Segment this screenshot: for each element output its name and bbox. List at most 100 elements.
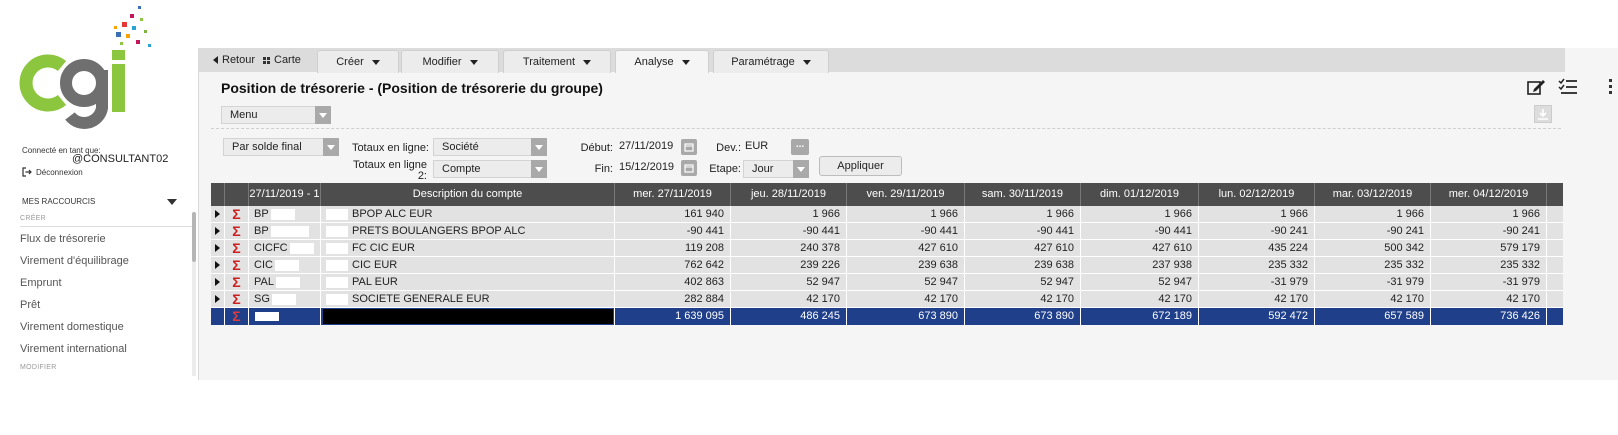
balance-cell: 42 170 <box>731 291 847 307</box>
menu-select[interactable]: Menu <box>221 106 331 124</box>
header-day[interactable]: mer. 27/11/2019 <box>615 183 731 206</box>
table-row[interactable]: Σ PAL PAL EUR 402 863 52 947 52 947 52 947 52 9… <box>211 274 1563 291</box>
row-expand-button[interactable] <box>211 240 225 256</box>
tab-analyse[interactable]: Analyse <box>615 50 709 73</box>
shortcut-virement-domestique[interactable]: Virement domestique <box>20 321 124 333</box>
balance-cell: 500 342 <box>1315 240 1431 256</box>
totals-line2-select[interactable]: Compte <box>433 160 547 178</box>
account-description-cell: FC CIC EUR <box>321 240 615 256</box>
back-button[interactable]: Retour <box>213 54 255 66</box>
header-day[interactable]: ven. 29/11/2019 <box>847 183 965 206</box>
row-expand-button[interactable] <box>211 223 225 239</box>
header-day[interactable]: sam. 30/11/2019 <box>965 183 1081 206</box>
row-expand-button[interactable] <box>211 206 225 222</box>
checklist-icon[interactable] <box>1558 78 1578 96</box>
balance-cell: 282 884 <box>615 291 731 307</box>
table-row[interactable]: Σ BP BPOP ALC EUR 161 940 1 966 1 966 1 966 1 9… <box>211 206 1563 223</box>
calendar-button[interactable] <box>681 139 697 155</box>
masked-value <box>270 225 309 237</box>
masked-value <box>275 276 300 288</box>
masked-value <box>326 242 348 254</box>
total-value: 736 426 <box>1431 308 1547 325</box>
menu-select-value: Menu <box>230 109 258 121</box>
row-expand-button[interactable] <box>211 257 225 273</box>
calendar-button[interactable] <box>681 160 697 176</box>
balance-cell: 42 170 <box>965 291 1081 307</box>
table-row[interactable]: Σ BP PRETS BOULANGERS BPOP ALC -90 441 -90 4… <box>211 223 1563 240</box>
chevron-down-icon <box>793 160 809 178</box>
balance-cell: 1 966 <box>1199 206 1315 222</box>
balance-cell: -90 241 <box>1315 223 1431 239</box>
sigma-icon: Σ <box>225 274 249 290</box>
tab-modifier[interactable]: Modifier <box>401 50 499 73</box>
more-options-icon[interactable] <box>1609 79 1612 94</box>
download-button[interactable] <box>1534 105 1552 123</box>
map-button[interactable]: Carte <box>263 54 301 66</box>
totals-line1-select[interactable]: Société <box>433 138 547 156</box>
logout-link[interactable]: Déconnexion <box>22 167 83 177</box>
table-row[interactable]: Σ CIC CIC EUR 762 642 239 226 239 638 239 638 2… <box>211 257 1563 274</box>
currency-label: Dev.: <box>716 142 741 154</box>
balance-cell: -31 979 <box>1199 274 1315 290</box>
account-code-cell: PAL <box>249 274 321 290</box>
account-description: SOCIETE GENERALE EUR <box>352 293 490 305</box>
shortcut-flux-tresorerie[interactable]: Flux de trésorerie <box>20 233 106 245</box>
table-row[interactable]: Σ CICFC FC CIC EUR 119 208 240 378 427 610 427… <box>211 240 1563 257</box>
balance-cell: -31 979 <box>1431 274 1547 290</box>
row-expand-button[interactable] <box>211 291 225 307</box>
masked-value <box>326 293 348 305</box>
balance-cell: 239 226 <box>731 257 847 273</box>
total-row[interactable]: Σ 1 639 095 486 245 673 890 673 890 672 … <box>211 308 1563 325</box>
table-row[interactable]: Σ SG SOCIETE GENERALE EUR 282 884 42 170 42 1… <box>211 291 1563 308</box>
header-filler <box>1547 183 1563 206</box>
total-expander <box>211 308 225 325</box>
masked-value <box>274 259 299 271</box>
currency-input[interactable]: EUR <box>745 140 769 152</box>
header-day[interactable]: mar. 03/12/2019 <box>1315 183 1431 206</box>
account-description-cell: BPOP ALC EUR <box>321 206 615 222</box>
shortcuts-title: MES RACCOURCIS <box>22 197 96 206</box>
account-description-cell: PAL EUR <box>321 274 615 290</box>
step-select[interactable]: Jour <box>743 160 809 178</box>
balance-select[interactable]: Par solde final <box>223 138 339 156</box>
currency-lookup-button[interactable]: ... <box>791 139 809 155</box>
caret-right-icon <box>215 261 220 269</box>
balance-cell: 119 208 <box>615 240 731 256</box>
tab-creer[interactable]: Créer <box>317 50 399 73</box>
sigma-icon: Σ <box>225 240 249 256</box>
caret-right-icon <box>215 227 220 235</box>
shortcut-virement-equilibrage[interactable]: Virement d'équilibrage <box>20 255 129 267</box>
sidebar-scrollbar-track[interactable] <box>192 262 196 376</box>
masked-value <box>326 259 348 271</box>
edit-icon[interactable] <box>1526 78 1546 96</box>
start-date-input[interactable]: 27/11/2019 <box>619 140 674 152</box>
tab-traitement[interactable]: Traitement <box>503 50 611 73</box>
header-day[interactable]: dim. 01/12/2019 <box>1081 183 1199 206</box>
account-description: BPOP ALC EUR <box>352 208 433 220</box>
shortcuts-toggle[interactable]: MES RACCOURCIS <box>22 197 177 206</box>
total-value: 657 589 <box>1315 308 1431 325</box>
shortcut-emprunt[interactable]: Emprunt <box>20 277 62 289</box>
caret-right-icon <box>215 295 220 303</box>
balance-cell: 1 966 <box>1081 206 1199 222</box>
balance-cell: -90 441 <box>615 223 731 239</box>
total-value: 1 639 095 <box>615 308 731 325</box>
header-description[interactable]: Description du compte <box>321 183 615 206</box>
sidebar-scrollbar-thumb[interactable] <box>192 212 196 262</box>
balance-cell: 1 966 <box>847 206 965 222</box>
apply-button[interactable]: Appliquer <box>819 156 902 176</box>
balance-select-value: Par solde final <box>232 141 302 153</box>
header-date-range[interactable]: 27/11/2019 - 1 <box>249 183 321 206</box>
shortcut-pret[interactable]: Prêt <box>20 299 41 311</box>
end-date-input[interactable]: 15/12/2019 <box>619 161 675 173</box>
shortcut-virement-international[interactable]: Virement international <box>20 343 127 355</box>
download-icon <box>1538 109 1548 120</box>
row-expand-button[interactable] <box>211 274 225 290</box>
tab-label: Modifier <box>422 56 462 68</box>
balance-cell: 52 947 <box>847 274 965 290</box>
tab-parametrage[interactable]: Paramétrage <box>713 50 829 73</box>
header-day[interactable]: jeu. 28/11/2019 <box>731 183 847 206</box>
cgi-logo <box>19 6 151 129</box>
header-day[interactable]: mer. 04/12/2019 <box>1431 183 1547 206</box>
header-day[interactable]: lun. 02/12/2019 <box>1199 183 1315 206</box>
